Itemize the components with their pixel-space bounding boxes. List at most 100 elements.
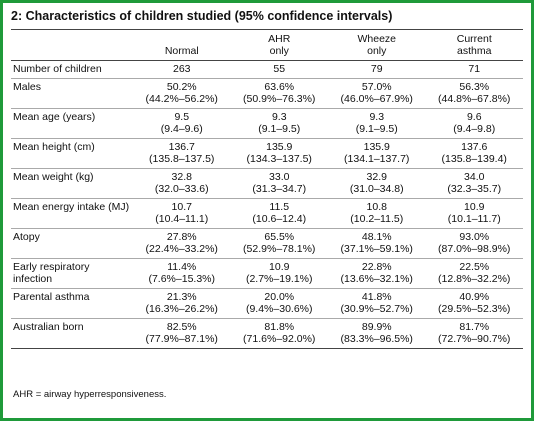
row-label: Mean energy intake (MJ) (11, 198, 133, 229)
table-cell: 81.8% (71.6%–92.0%) (230, 318, 328, 349)
table-cell: 11.4% (7.6%–15.3%) (133, 258, 231, 289)
table-cell: 22.8% (13.6%–32.1%) (328, 258, 426, 289)
row-label: Males (11, 78, 133, 109)
cell-value: 50.2% (166, 81, 197, 93)
cell-value: 135.9 (363, 141, 390, 153)
table-row: Number of children 263 55 79 71 (11, 60, 523, 79)
cell-ci: (46.0%–67.9%) (340, 93, 413, 105)
cell-ci: (52.9%–78.1%) (243, 243, 316, 255)
cell-ci: (72.7%–90.7%) (438, 333, 511, 345)
cell-value: 10.7 (171, 201, 192, 213)
cell-ci: (10.2–11.5) (350, 213, 404, 225)
cell-ci: (135.8–137.5) (149, 153, 215, 165)
header-text: asthma (457, 45, 492, 57)
table-row: Early respiratory infection 11.4% (7.6%–15… (11, 258, 523, 289)
table-cell: 136.7 (135.8–137.5) (133, 138, 231, 169)
cell-ci: (77.9%–87.1%) (145, 333, 218, 345)
table-cell: 32.8 (32.0–33.6) (133, 168, 231, 199)
cell-ci: (2.7%–19.1%) (245, 273, 313, 285)
cell-value: 9.3 (271, 111, 287, 123)
cell-value: 57.0% (361, 81, 392, 93)
table-cell: 33.0 (31.3–34.7) (230, 168, 328, 199)
cell-ci: (135.8–139.4) (441, 153, 507, 165)
header-text: AHR (268, 33, 291, 45)
table-cell: 55 (230, 60, 328, 79)
table-cell: 89.9% (83.3%–96.5%) (328, 318, 426, 349)
table-cell: 93.0% (87.0%–98.9%) (425, 228, 523, 259)
table-cell: 79 (328, 60, 426, 79)
cell-value: 81.7% (459, 321, 490, 333)
cell-ci: (50.9%–76.3%) (243, 93, 316, 105)
row-label: Mean height (cm) (11, 138, 133, 169)
table-cell: 65.5% (52.9%–78.1%) (230, 228, 328, 259)
cell-ci: (31.3–34.7) (252, 183, 307, 195)
cell-value: 10.8 (366, 201, 387, 213)
cell-value: 34.0 (464, 171, 485, 183)
table-cell: 10.9 (10.1–11.7) (425, 198, 523, 229)
table-row: Australian born 82.5% (77.9%–87.1%) 81.8% (7… (11, 318, 523, 349)
cell-value: 89.9% (361, 321, 392, 333)
cell-value: 65.5% (264, 231, 295, 243)
row-label: Atopy (11, 228, 133, 259)
cell-value: 9.3 (369, 111, 385, 123)
table-row: Males 50.2% (44.2%–56.2%) 63.6% (50.9%–76.3%… (11, 78, 523, 109)
table-row: Mean age (years) 9.5 (9.4–9.6) 9.3 (9.1–9.5)… (11, 108, 523, 139)
table-cell: 32.9 (31.0–34.8) (328, 168, 426, 199)
table-row: Parental asthma 21.3% (16.3%–26.2%) 20.0% (9… (11, 288, 523, 319)
header-text: Wheeze (357, 33, 397, 45)
cell-value: 93.0% (459, 231, 490, 243)
cell-ci: (9.4–9.8) (453, 123, 496, 135)
cell-ci: (13.6%–32.1%) (340, 273, 413, 285)
cell-value: 21.3% (166, 291, 197, 303)
table-cell: 10.8 (10.2–11.5) (328, 198, 426, 229)
table-cell: 135.9 (134.3–137.5) (230, 138, 328, 169)
table-cell: 34.0 (32.3–35.7) (425, 168, 523, 199)
cell-ci: (9.1–9.5) (258, 123, 301, 135)
table-cell: 63.6% (50.9%–76.3%) (230, 78, 328, 109)
cell-value: 10.9 (269, 261, 290, 273)
table-cell: 50.2% (44.2%–56.2%) (133, 78, 231, 109)
cell-ci: (7.6%–15.3%) (148, 273, 216, 285)
header-cell: Current asthma (425, 29, 523, 61)
cell-ci: (10.6–12.4) (252, 213, 307, 225)
table-title: 2: Characteristics of children studied (… (11, 9, 393, 23)
table-cell: 71 (425, 60, 523, 79)
cell-value: 71 (468, 63, 481, 75)
table-cell: 9.5 (9.4–9.6) (133, 108, 231, 139)
cell-ci: (37.1%–59.1%) (340, 243, 413, 255)
table-cell: 10.7 (10.4–11.1) (133, 198, 231, 229)
cell-ci: (44.8%–67.8%) (438, 93, 511, 105)
table-cell: 11.5 (10.6–12.4) (230, 198, 328, 229)
table-cell: 20.0% (9.4%–30.6%) (230, 288, 328, 319)
cell-ci: (32.3–35.7) (447, 183, 502, 195)
cell-ci: (29.5%–52.3%) (438, 303, 511, 315)
cell-value: 41.8% (361, 291, 392, 303)
cell-ci: (32.0–33.6) (154, 183, 209, 195)
table-cell: 9.3 (9.1–9.5) (328, 108, 426, 139)
cell-value: 79 (370, 63, 383, 75)
cell-ci: (134.3–137.5) (246, 153, 312, 165)
table-cell: 9.3 (9.1–9.5) (230, 108, 328, 139)
table-row: Atopy 27.8% (22.4%–33.2%) 65.5% (52.9%–78.1%… (11, 228, 523, 259)
cell-value: 63.6% (264, 81, 295, 93)
row-label: Early respiratory infection (11, 258, 133, 289)
table-body: Number of children 263 55 79 71 Males 50.2% (44… (11, 60, 523, 349)
cell-ci: (30.9%–52.7%) (340, 303, 413, 315)
table-cell: 57.0% (46.0%–67.9%) (328, 78, 426, 109)
header-cell (11, 29, 133, 61)
cell-value: 9.6 (466, 111, 482, 123)
cell-value: 137.6 (461, 141, 488, 153)
table-cell: 10.9 (2.7%–19.1%) (230, 258, 328, 289)
cell-ci: (16.3%–26.2%) (145, 303, 218, 315)
header-text: Normal (164, 45, 199, 57)
table-cell: 137.6 (135.8–139.4) (425, 138, 523, 169)
header-text: only (367, 45, 387, 57)
cell-value: 27.8% (166, 231, 197, 243)
cell-value: 55 (273, 63, 286, 75)
table-cell: 82.5% (77.9%–87.1%) (133, 318, 231, 349)
row-label: Australian born (11, 318, 133, 349)
cell-ci: (12.8%–32.2%) (438, 273, 511, 285)
row-label: Mean age (years) (11, 108, 133, 139)
header-cell: Normal (133, 29, 231, 61)
